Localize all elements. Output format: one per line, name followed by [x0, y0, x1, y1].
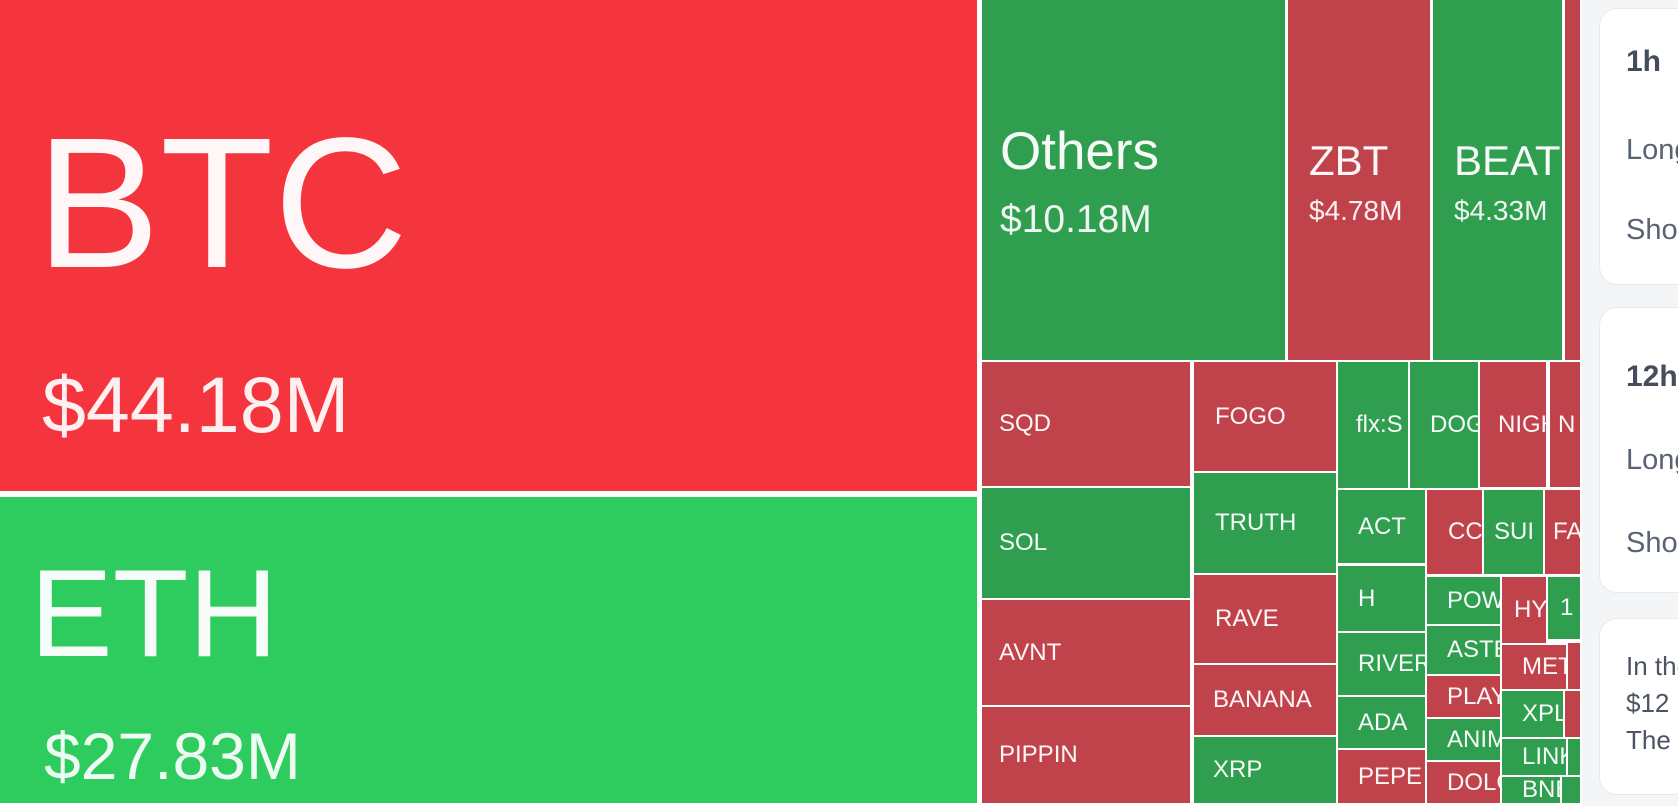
tile-unlabeled[interactable] — [1565, 0, 1580, 360]
tile-symbol: ASTER — [1447, 636, 1500, 663]
tile-others[interactable]: Others $10.18M — [982, 0, 1285, 360]
tile-symbol: RIVER — [1358, 650, 1425, 677]
tile-n[interactable]: N — [1550, 362, 1580, 487]
tile-symbol: NIGHT — [1498, 410, 1546, 438]
card-row-long: Long — [1626, 444, 1678, 476]
tile-symbol: BNB — [1522, 777, 1560, 803]
tile-value: $4.33M — [1454, 195, 1548, 226]
tile-pepe[interactable]: PEPE — [1338, 750, 1425, 803]
tile-value: $10.18M — [1000, 198, 1152, 241]
tile-anime[interactable]: ANIME — [1427, 719, 1500, 760]
card-row-short: Short — [1626, 527, 1678, 559]
tile-symbol: FA — [1553, 518, 1580, 545]
summary-card-12h[interactable]: 12h Long Short — [1599, 307, 1678, 593]
tile-btc[interactable]: BTC $44.18M — [0, 0, 977, 491]
tile-symbol: ADA — [1358, 708, 1408, 736]
tile-symbol: BANANA — [1213, 686, 1312, 713]
tile-symbol: RAVE — [1215, 605, 1279, 632]
tile-play[interactable]: PLAY — [1427, 676, 1500, 717]
tile-symbol: flx:S — [1356, 411, 1403, 438]
tile-xpl[interactable]: XPL — [1502, 691, 1563, 737]
tile-sol[interactable]: SOL — [982, 488, 1190, 598]
tile-symbol: AVNT — [999, 638, 1062, 666]
tile-symbol: PLAY — [1447, 682, 1500, 710]
tile-night[interactable]: NIGHT — [1480, 362, 1546, 487]
tile-symbol: ACT — [1358, 512, 1406, 540]
tile-symbol: ZBT — [1309, 137, 1389, 184]
card-row-long: Long — [1626, 134, 1678, 166]
tile-symbol: POWER — [1447, 586, 1500, 614]
tile-symbol: XPL — [1522, 700, 1563, 727]
tile-power[interactable]: POWER — [1427, 577, 1500, 624]
tile-met[interactable]: MET — [1502, 645, 1566, 689]
tile-bnb[interactable]: BNB — [1502, 777, 1560, 803]
card-title: 1h — [1626, 45, 1662, 78]
tile-fa[interactable]: FA — [1545, 490, 1580, 574]
tile-symbol: SQD — [999, 410, 1052, 437]
tile-unlabeled[interactable] — [1565, 691, 1580, 737]
tile-sqd[interactable]: SQD — [982, 362, 1190, 486]
tile-pippin[interactable]: PIPPIN — [982, 707, 1190, 803]
tile-symbol: PIPPIN — [999, 741, 1078, 768]
tile-symbol: PEPE — [1358, 762, 1423, 790]
tile-symbol: SOL — [999, 529, 1048, 556]
tile-dolo[interactable]: DOLO — [1427, 762, 1500, 803]
summary-card-text[interactable]: In the $12 The — [1599, 618, 1678, 795]
liquidation-treemap: BTC $44.18M ETH $27.83M Others $10.18M ZBT $4.7… — [0, 0, 1582, 803]
tile-symbol: 1 — [1560, 594, 1574, 621]
tile-beat[interactable]: BEAT $4.33M — [1433, 0, 1562, 360]
tile-symbol: ANIME — [1447, 725, 1500, 753]
card-text-line: The — [1626, 725, 1671, 755]
tile-symbol: DOGE — [1430, 411, 1478, 438]
tile-value: $4.78M — [1309, 195, 1403, 226]
tile-symbol: CC — [1448, 518, 1482, 545]
tile-symbol: BTC — [36, 100, 408, 307]
tile-act[interactable]: ACT — [1338, 490, 1425, 563]
tile-symbol: DOLO — [1447, 768, 1500, 796]
tile-unlabeled[interactable] — [1568, 739, 1580, 775]
tile-ada[interactable]: ADA — [1338, 697, 1425, 748]
tile-sui[interactable]: SUI — [1484, 490, 1543, 574]
tile-symbol: FOGO — [1215, 402, 1286, 430]
tile-doge[interactable]: DOGE — [1410, 362, 1478, 488]
tile-symbol: BEAT — [1454, 137, 1561, 184]
tile-flxs[interactable]: flx:S — [1338, 362, 1408, 488]
tile-symbol: ETH — [30, 545, 278, 683]
tile-xrp[interactable]: XRP — [1194, 737, 1336, 803]
tile-symbol: LINK — [1522, 743, 1566, 770]
tile-value: $44.18M — [42, 360, 350, 449]
card-text-line: $12 — [1626, 688, 1670, 718]
summary-card-1h[interactable]: 1h Long Short — [1599, 8, 1678, 285]
card-row-short: Short — [1626, 214, 1678, 246]
tile-h[interactable]: H — [1338, 566, 1425, 631]
tile-cc[interactable]: CC — [1427, 490, 1482, 574]
tile-value: $27.83M — [44, 719, 301, 793]
tile-symbol: XRP — [1213, 756, 1263, 783]
tile-fogo[interactable]: FOGO — [1194, 362, 1336, 471]
tile-hype[interactable]: HYPE — [1502, 577, 1546, 643]
tile-rave[interactable]: RAVE — [1194, 575, 1336, 663]
tile-symbol: Others — [1000, 122, 1160, 181]
tile-truth[interactable]: TRUTH — [1194, 473, 1336, 573]
tile-link[interactable]: LINK — [1502, 739, 1566, 775]
tile-unlabeled[interactable] — [1562, 777, 1580, 803]
tile-symbol: SUI — [1494, 518, 1535, 545]
tile-symbol: HYPE — [1514, 596, 1546, 623]
tile-1[interactable]: 1 — [1548, 577, 1580, 639]
tile-symbol: N — [1558, 410, 1576, 438]
tile-symbol: TRUTH — [1215, 509, 1297, 536]
tile-eth[interactable]: ETH $27.83M — [0, 497, 977, 803]
tile-symbol: MET — [1522, 653, 1566, 680]
tile-unlabeled[interactable] — [1568, 643, 1580, 689]
tile-symbol: H — [1358, 584, 1376, 612]
tile-aster[interactable]: ASTER — [1427, 626, 1500, 674]
tile-avnt[interactable]: AVNT — [982, 600, 1190, 705]
tile-banana[interactable]: BANANA — [1194, 665, 1336, 735]
card-title: 12h — [1626, 360, 1678, 393]
tile-zbt[interactable]: ZBT $4.78M — [1288, 0, 1430, 360]
tile-river[interactable]: RIVER — [1338, 633, 1425, 695]
card-text-line: In the — [1626, 651, 1678, 681]
